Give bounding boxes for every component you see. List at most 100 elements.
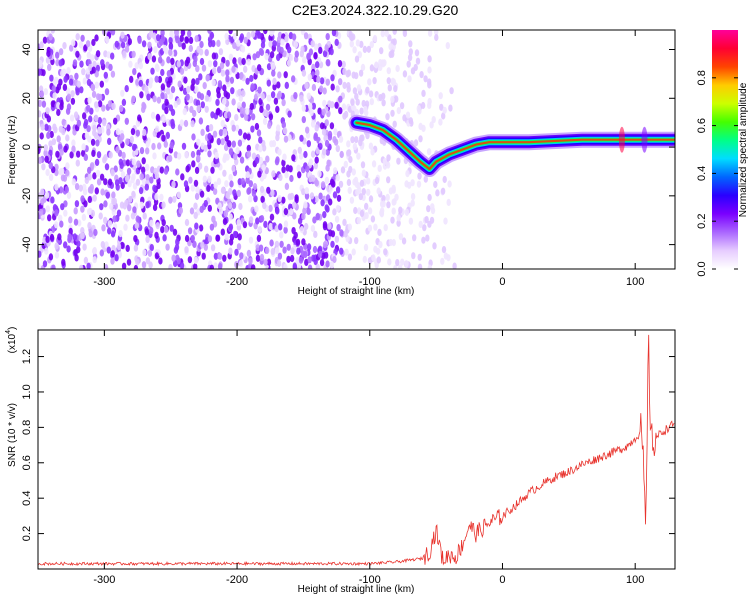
noise-blob [97,93,103,101]
noise-blob [309,109,314,117]
noise-blob [384,30,389,37]
noise-blob [386,176,391,184]
noise-blob [131,50,136,58]
noise-blob [113,117,118,125]
noise-blob [212,67,217,75]
noise-blob [236,219,241,227]
noise-blob [385,193,390,201]
noise-blob [125,244,130,252]
noise-blob [335,174,340,182]
noise-blob [184,218,190,227]
noise-blob [224,143,229,152]
noise-blob [297,171,302,179]
noise-blob [111,197,116,206]
noise-blob [218,48,224,56]
noise-blob [78,184,84,192]
noise-blob [322,241,328,249]
noise-blob [377,228,382,236]
noise-blob [182,108,187,116]
noise-blob [258,136,263,144]
noise-blob [40,198,45,206]
noise-blob [329,48,334,56]
noise-blob [110,230,116,238]
noise-blob [48,173,54,181]
noise-blob [184,234,190,243]
noise-blob [303,201,308,209]
noise-blob [112,215,117,223]
spectrogram-x-ticks: -300 -200 -100 0 100 [93,30,644,288]
noise-blob [407,75,412,83]
colorbar: 0.0 0.2 0.4 0.6 0.8 Normalized spectral ampl… [696,30,749,277]
noise-blob [39,41,44,49]
noise-blob [270,247,275,256]
noise-blob [410,179,415,187]
noise-blob [248,216,254,224]
noise-blob [190,120,195,128]
noise-blob [198,73,203,81]
noise-blob [164,47,169,55]
noise-blob [429,121,434,129]
noise-blob [165,243,170,251]
noise-blob [62,241,68,249]
noise-blob [236,189,241,197]
noise-blob [63,145,68,153]
noise-blob [137,36,142,45]
noise-blob [297,217,303,225]
noise-blob [44,247,49,255]
noise-blob [188,176,193,184]
noise-blob [104,241,109,249]
noise-blob [427,193,432,202]
noise-blob [287,110,292,118]
noise-blob [81,68,86,76]
noise-blob [332,167,338,175]
noise-blob [417,253,422,261]
noise-blob [238,128,243,136]
noise-blob [111,208,117,216]
noise-blob [281,159,286,167]
noise-blob [351,248,356,256]
noise-blob [131,95,136,103]
snr-multiplier: (x104) [5,327,18,354]
noise-blob [321,108,326,116]
noise-blob [124,45,130,53]
noise-blob [196,149,201,157]
noise-blob [359,209,365,218]
noise-blob [200,241,205,249]
noise-blob [204,165,209,173]
noise-blob [144,85,149,93]
noise-blob [354,72,359,80]
noise-blob [309,192,315,200]
noise-blob [327,222,332,230]
noise-blob [307,256,312,264]
noise-blob [193,179,199,187]
noise-blob [310,224,316,233]
noise-blob [103,200,108,208]
noise-blob [325,164,330,172]
noise-blob [317,250,323,258]
noise-blob [383,248,388,256]
noise-blob [292,201,297,209]
noise-blob [103,264,109,269]
noise-blob [196,154,201,162]
noise-blob [322,50,328,58]
noise-blob [274,247,280,255]
noise-blob [248,195,253,203]
noise-blob [107,178,113,186]
noise-blob [220,69,226,77]
noise-blob [139,173,144,181]
noise-blob [68,78,74,86]
noise-blob [332,136,337,144]
snr-x-label: Height of straight line (km) [298,584,415,595]
noise-blob [336,194,342,202]
noise-blob [95,139,100,147]
noise-blob [246,150,252,158]
noise-blob [135,178,141,186]
noise-blob [195,65,200,73]
y-tick-label: 0.6 [21,455,33,470]
y-tick-label: 0.2 [21,526,33,541]
noise-blob [257,86,262,94]
noise-blob [313,230,318,238]
noise-blob [327,130,333,138]
noise-blob [96,151,102,159]
